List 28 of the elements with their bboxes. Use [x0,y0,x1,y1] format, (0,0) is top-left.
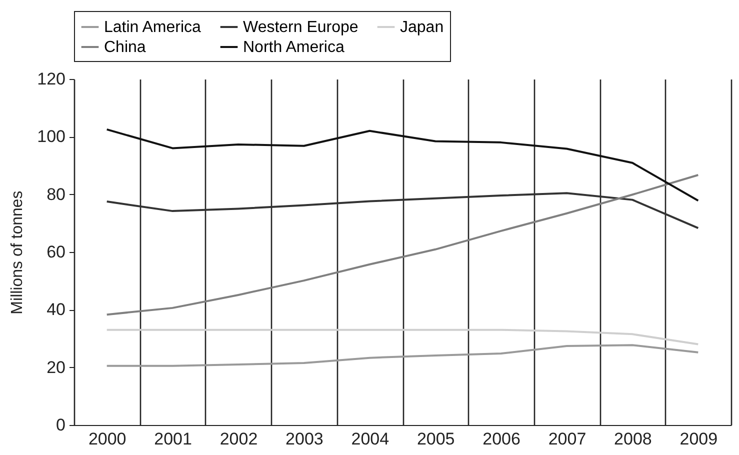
x-tick-label: 2004 [351,430,390,448]
y-tick-label: 0 [56,416,66,434]
line-series [106,192,700,230]
y-tick-label: 20 [46,358,66,377]
x-tick-label: 2002 [220,430,258,448]
x-tick-label: 2009 [680,430,718,448]
x-tick-label: 2000 [88,430,126,448]
legend-label: North America [243,39,344,56]
x-tick-label: 2001 [154,430,192,448]
line-series [106,174,700,316]
y-tick-label: 60 [46,242,66,262]
legend-label: Latin America [104,19,202,36]
x-tick-label: 2008 [614,430,652,448]
legend-label: China [104,39,146,56]
y-tick-label: 120 [37,70,66,88]
y-tick-label: 100 [37,127,66,146]
y-tick-label: 40 [46,300,66,320]
line-series [106,328,700,346]
y-axis-title: Millions of tonnes [9,190,26,314]
x-tick-label: 2007 [548,430,586,448]
x-tick-label: 2006 [482,430,520,448]
y-tick-label: 80 [46,184,66,204]
x-tick-label: 2003 [286,430,324,448]
legend-label: Japan [400,19,444,36]
legend-label: Western Europe [243,19,358,36]
line-series [106,128,700,202]
x-tick-label: 2005 [416,430,455,448]
line-series [106,344,700,367]
